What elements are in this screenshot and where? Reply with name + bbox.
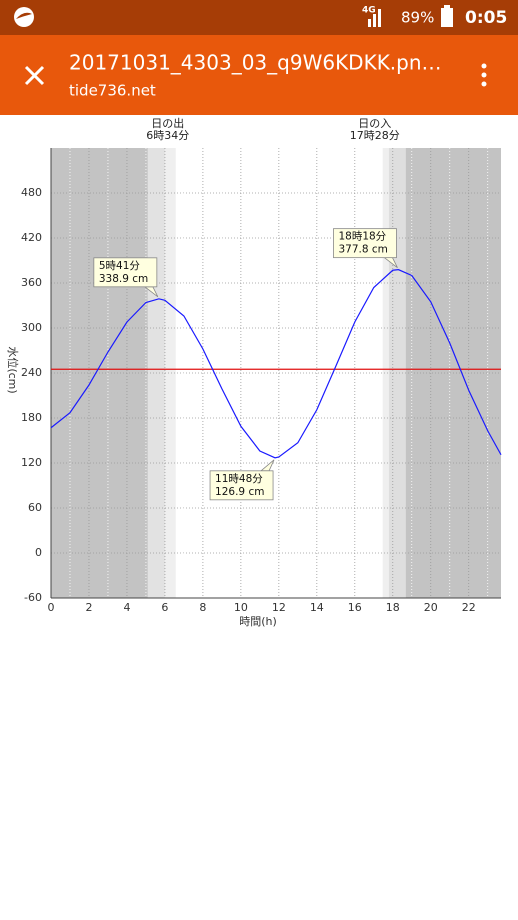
- close-button[interactable]: [24, 65, 45, 86]
- y-tick-label: 120: [21, 456, 42, 469]
- tide-line: [50, 269, 502, 459]
- app-icon-mark: [16, 12, 32, 19]
- app-bar-content: 20171031_4303_03_q9W6KDKK.pn… tide736.ne…: [24, 51, 487, 100]
- signal: [378, 9, 381, 27]
- y-tick-label: 60: [28, 501, 42, 514]
- status-icons: 4G 89% 0:05: [14, 5, 507, 28]
- y-tick-label: -60: [24, 591, 42, 604]
- callout-value: 126.9 cm: [215, 486, 264, 498]
- chart: 時間(h) 水位(cm) -60060120180240300360420480…: [6, 116, 502, 628]
- callout-time: 5時41分: [99, 260, 141, 272]
- x-tick-label: 10: [234, 601, 248, 614]
- y-tick-label: 0: [35, 546, 42, 559]
- signal: [368, 19, 371, 27]
- x-tick-label: 22: [462, 601, 476, 614]
- x-tick-label: 4: [123, 601, 130, 614]
- callout-value: 377.8 cm: [338, 244, 387, 256]
- x-tick-label: 2: [85, 601, 92, 614]
- file-title: 20171031_4303_03_q9W6KDKK.pn…: [69, 51, 442, 75]
- menu-button[interactable]: [481, 63, 487, 87]
- callout-box: [209, 470, 274, 501]
- x-tick-label: 6: [161, 601, 168, 614]
- sun-event-label: 日の出: [151, 116, 184, 130]
- sun-event-label: 日の入: [358, 117, 391, 130]
- callout-box: [93, 257, 158, 288]
- y-tick-label: 360: [21, 276, 42, 289]
- callout-time: 11時48分: [215, 473, 263, 485]
- y-tick-label: 180: [21, 411, 42, 424]
- y-tick-label: 300: [21, 321, 42, 334]
- x-tick-label: 8: [199, 601, 206, 614]
- app-bar: 20171031_4303_03_q9W6KDKK.pn… tide736.ne…: [0, 35, 518, 115]
- y-axis-label: 水位(cm): [6, 346, 20, 393]
- daylight-band: [388, 148, 406, 598]
- battery-tip: [444, 5, 450, 8]
- y-tick-label: 480: [21, 186, 42, 199]
- signal: [373, 14, 376, 27]
- sun-event-time: 17時28分: [350, 129, 400, 142]
- battery-icon: [441, 8, 453, 27]
- app-icon: [14, 7, 34, 27]
- file-source: tide736.net: [69, 82, 156, 100]
- x-tick-label: 0: [48, 601, 55, 614]
- daylight-band: [164, 148, 176, 598]
- network: 4G: [362, 6, 376, 16]
- y-tick-label: 420: [21, 231, 42, 244]
- clock: 0:05: [465, 8, 507, 28]
- daylight-band: [382, 148, 389, 598]
- status-bar: 4G 89% 0:05: [0, 0, 518, 35]
- x-tick-label: 20: [424, 601, 438, 614]
- x-tick-label: 12: [272, 601, 286, 614]
- sun-event-time: 6時34分: [146, 129, 189, 142]
- x-tick-label: 18: [386, 601, 400, 614]
- y-tick-label: 240: [21, 366, 42, 379]
- callout-time: 18時18分: [338, 231, 386, 243]
- x-tick-label: 16: [348, 601, 362, 614]
- callout-value: 338.9 cm: [99, 273, 148, 285]
- x-axis-label: 時間(h): [239, 615, 277, 628]
- battery-percent: 89%: [401, 9, 434, 27]
- callout-box: [333, 228, 397, 259]
- x-tick-label: 14: [310, 601, 324, 614]
